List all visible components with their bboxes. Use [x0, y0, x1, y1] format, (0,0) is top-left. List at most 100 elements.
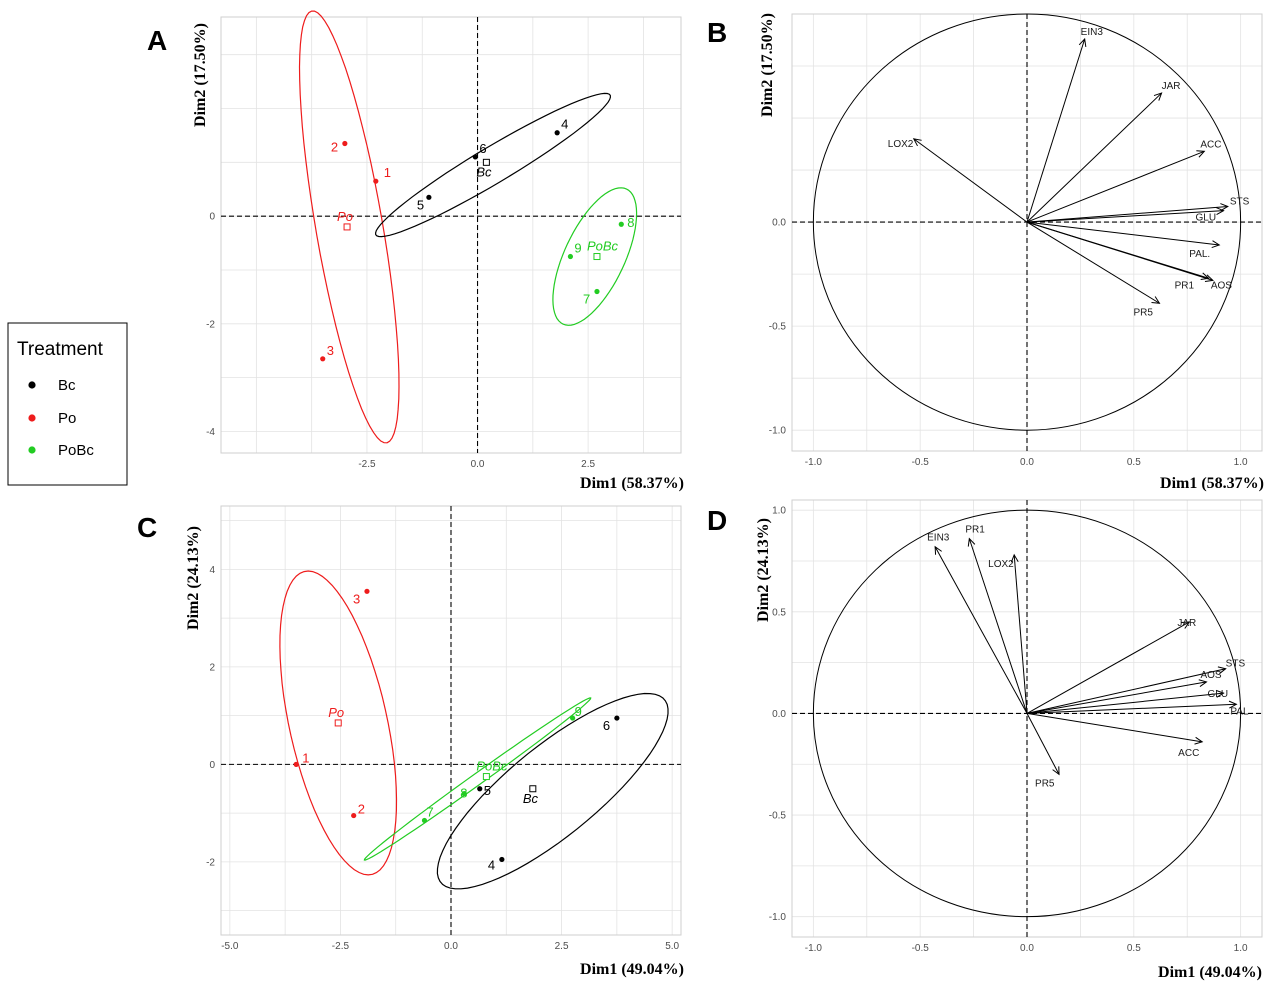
panel-c-point-label-1: 1	[302, 750, 309, 765]
panel-d-ytick: -0.5	[769, 811, 787, 822]
panel-a-x-axis-label: Dim1 (58.37%)	[580, 475, 684, 492]
panel-a-point-5	[426, 194, 432, 200]
panel-d-y-axis-label: Dim2 (24.13%)	[755, 518, 772, 622]
panel-a-x-ticks: -2.5 0.0 2.5	[358, 459, 595, 470]
panel-a-centroid-pobc	[593, 253, 601, 261]
panel-d-ytick: 0.0	[772, 709, 786, 720]
panel-d-arrow-label-pr1: PR1	[965, 525, 985, 536]
panel-a-point-label-5: 5	[417, 197, 424, 212]
panel-c-point-label-5: 5	[484, 783, 491, 798]
panel-a-centroid-po	[343, 223, 351, 231]
panel-a-point-7	[594, 288, 600, 295]
panel-c-point-5	[477, 786, 483, 792]
panel-a-point-label-7: 7	[583, 292, 590, 307]
panel-d-unit-circle	[812, 509, 1242, 918]
panel-c-centroid-pobc	[482, 773, 490, 781]
panel-d-arrow-glu	[1026, 692, 1224, 714]
panel-d-arrowhead-lox2	[1010, 553, 1019, 563]
panel-d-arrow-sts	[1026, 668, 1226, 714]
panel-d-ytick: 1.0	[772, 506, 786, 517]
panel-d-arrowhead-pr5	[1052, 766, 1060, 776]
panel-d-xtick: -0.5	[912, 943, 930, 954]
panel-c-point-label-2: 2	[358, 802, 365, 817]
panel-c-point-7	[421, 817, 428, 824]
panel-d-arrow-label-glu: GLU	[1208, 689, 1229, 700]
panel-a-xtick: -2.5	[358, 459, 376, 470]
panel-c-point-label-4: 4	[488, 857, 495, 872]
panel-c-point-8	[461, 791, 467, 797]
panel-b-xtick: -0.5	[912, 457, 930, 468]
panel-d-arrow-label-ein3: EIN3	[927, 533, 950, 544]
panel-b-arrowhead-aos	[1204, 274, 1214, 283]
panel-c-point-4	[499, 856, 505, 863]
panel-a-frame	[220, 16, 682, 454]
legend: Treatment Bc Po PoBc	[7, 322, 128, 486]
panel-a-letter: A	[147, 25, 167, 56]
panel-c-centroid-label-po: Po	[328, 705, 344, 720]
panel-d-arrow-pr5	[1026, 713, 1060, 775]
panel-b-arrow-sts	[1026, 205, 1228, 223]
panel-b-arrowhead-pal	[1211, 240, 1221, 249]
panel-c-centroid-po	[334, 719, 342, 727]
panel-d-xtick: 0.0	[1020, 943, 1034, 954]
panel-a-y-axis-label: Dim2 (17.50%)	[192, 23, 209, 127]
panel-d-arrow-ein3	[934, 546, 1028, 714]
panel-c-ytick: 0	[209, 760, 215, 771]
panel-a-ytick: 0	[209, 212, 215, 223]
panel-d-arrow-acc	[1026, 712, 1203, 743]
panel-b-arrow-label-sts: STS	[1230, 196, 1250, 207]
panel-a-ellipse-po	[298, 10, 400, 444]
panel-d-arrow-label-pr5: PR5	[1035, 778, 1055, 789]
panel-b-arrow-label-acc: ACC	[1200, 139, 1221, 150]
panel-b-arrowhead-pr1	[1200, 272, 1210, 280]
panel-b-arrow-glu	[1026, 210, 1224, 223]
panel-b-correlation-circle	[812, 13, 1242, 431]
panel-b-arrow-acc	[1026, 150, 1205, 223]
panel-a-point-label-4: 4	[561, 117, 568, 132]
panel-a-centroid-label-po: Po	[337, 209, 353, 224]
panel-c-letter: C	[137, 512, 157, 543]
panel-a-ellipse-pobc	[552, 187, 638, 326]
panel-d-arrow-label-pal: PAL	[1230, 706, 1249, 717]
panel-a-grid	[221, 17, 681, 453]
panel-a-point-2	[342, 140, 348, 147]
panel-a-point-label-9: 9	[574, 241, 581, 256]
panel-b-xtick: 1.0	[1234, 457, 1248, 468]
panel-b-arrow-pal	[1026, 221, 1220, 246]
legend-title: Treatment	[17, 339, 104, 360]
panel-b-x-axis-label: Dim1 (58.37%)	[1160, 475, 1264, 492]
panel-b: B -1.0 -0.5 0.0 0.5 1.0 0.0 -0.5 -1.0 EI…	[707, 13, 1264, 492]
panel-c-ytick: 2	[209, 662, 215, 673]
panel-d-arrowhead-sts	[1217, 666, 1227, 675]
legend-label-pobc: PoBc	[58, 442, 94, 459]
panel-b-arrow-aos	[1026, 221, 1214, 281]
panel-d-y-ticks: 1.0 0.5 0.0 -0.5 -1.0	[769, 506, 787, 924]
panel-d-arrow-lox2	[1013, 554, 1028, 714]
panel-b-arrow-pr5	[1026, 221, 1160, 304]
panel-c-xtick: -2.5	[332, 941, 350, 952]
panel-a-ellipse-bc	[374, 92, 612, 238]
panel-d-arrow-label-jar: JAR	[1177, 618, 1196, 629]
panel-d-arrow-pr1	[968, 538, 1028, 714]
panel-d-correlation-circle	[812, 509, 1242, 918]
panel-b-y-axis-label: Dim2 (17.50%)	[759, 13, 776, 117]
panel-b-arrow-label-aos: AOS	[1211, 280, 1232, 291]
legend-marker-pobc	[28, 446, 36, 454]
panel-d-xtick: 0.5	[1127, 943, 1141, 954]
panel-c-x-axis-label: Dim1 (49.04%)	[580, 961, 684, 978]
panel-c-ellipse-pobc	[363, 697, 592, 861]
panel-b-arrow-jar	[1026, 92, 1162, 223]
panel-b-arrow-lox2	[913, 138, 1028, 223]
panel-c-centroid-label-bc: Bc	[523, 791, 539, 806]
panel-d-xtick: -1.0	[805, 943, 823, 954]
panel-a-point-6	[472, 154, 478, 160]
panel-a-point-1	[373, 178, 379, 184]
panel-d-arrowhead-aos	[1198, 679, 1208, 687]
panel-d-x-axis-label: Dim1 (49.04%)	[1158, 964, 1262, 981]
panel-a-point-label-1: 1	[384, 165, 391, 180]
panel-a-point-label-2: 2	[331, 139, 338, 154]
panel-a-ellipses	[298, 10, 638, 444]
panel-d: D -1.0 -0.5 0.0 0.5 1.0 1.0 0.5 0.0 -0.5…	[707, 499, 1263, 981]
